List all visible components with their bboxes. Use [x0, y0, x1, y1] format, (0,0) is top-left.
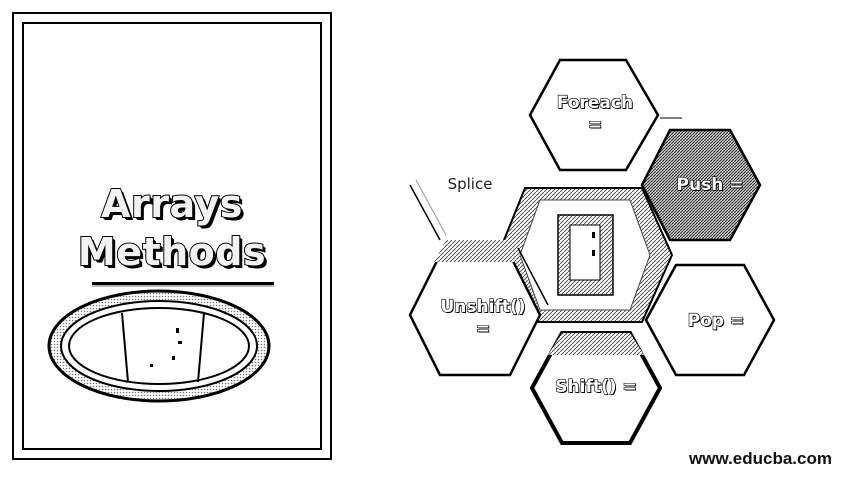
shift-hexagon	[529, 331, 663, 445]
foreach-hexagon	[528, 58, 682, 172]
splice-hexagon	[409, 179, 447, 241]
push-hexagon	[640, 128, 762, 242]
title-card-inner-border: Arrays Methods	[22, 22, 322, 450]
title-underline	[92, 282, 274, 287]
title-line-2: Methods	[77, 230, 267, 274]
splice-label: Splice	[447, 175, 493, 193]
foreach-label: Foreach =	[556, 92, 634, 135]
unshift-hexagon	[408, 240, 549, 377]
footer-url: www.educba.com	[689, 449, 832, 468]
pop-label: Pop =	[687, 310, 745, 331]
push-label: Push =	[676, 174, 744, 195]
shift-label: Shift() =	[555, 376, 638, 397]
unshift-label: Unshift() =	[440, 296, 526, 339]
oval-logo-icon	[47, 289, 271, 403]
title-line-1: Arrays	[100, 182, 243, 226]
pop-hexagon	[644, 263, 776, 377]
hexagon-cluster	[408, 58, 776, 445]
